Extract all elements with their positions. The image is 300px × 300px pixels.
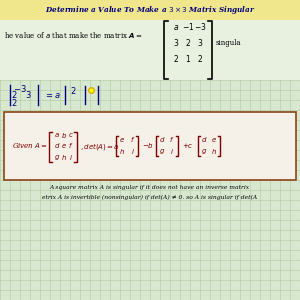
Text: $2$: $2$ xyxy=(197,53,203,64)
Text: $1$: $1$ xyxy=(185,53,191,64)
Bar xyxy=(0,0,300,20)
Text: $e$: $e$ xyxy=(211,136,217,144)
Text: $2$: $2$ xyxy=(70,85,76,95)
Text: $- b$: $- b$ xyxy=(142,142,154,151)
Text: $-3$: $-3$ xyxy=(13,82,27,94)
Text: singula: singula xyxy=(216,39,242,47)
Text: $g$: $g$ xyxy=(159,146,165,155)
Text: $2$: $2$ xyxy=(173,53,179,64)
Text: $, det(A) = a$: $, det(A) = a$ xyxy=(80,140,120,152)
Text: $+ c$: $+ c$ xyxy=(182,142,194,151)
FancyBboxPatch shape xyxy=(4,112,296,180)
Text: $d$: $d$ xyxy=(201,136,207,145)
Text: $e$: $e$ xyxy=(119,136,125,144)
Text: $h$: $h$ xyxy=(119,146,125,155)
Text: $-1$: $-1$ xyxy=(182,22,194,32)
Text: he value of $a$ that make the matrix $\boldsymbol{A} = $: he value of $a$ that make the matrix $\b… xyxy=(4,30,142,40)
Text: $i$: $i$ xyxy=(170,146,174,155)
Text: $f$: $f$ xyxy=(169,136,175,145)
Text: $b$: $b$ xyxy=(61,130,67,140)
Text: $i$: $i$ xyxy=(131,146,135,155)
Text: $g$: $g$ xyxy=(201,146,207,155)
Text: $3$: $3$ xyxy=(197,38,203,49)
Text: $3$: $3$ xyxy=(173,38,179,49)
Text: $2$: $2$ xyxy=(185,38,191,49)
Text: A square matrix A is singular if it does not have an inverse matrix: A square matrix A is singular if it does… xyxy=(50,185,250,190)
Text: $d$: $d$ xyxy=(54,142,60,151)
Text: $= a$: $= a$ xyxy=(44,91,61,100)
Text: $d$: $d$ xyxy=(159,136,165,145)
Text: $e$: $e$ xyxy=(61,142,67,150)
Text: $a$: $a$ xyxy=(173,22,179,32)
Text: $a$: $a$ xyxy=(54,131,60,139)
Text: $-3$: $-3$ xyxy=(194,22,206,32)
Text: $2$: $2$ xyxy=(11,89,17,100)
Text: $h$: $h$ xyxy=(211,146,217,155)
Bar xyxy=(0,20,300,80)
Text: $f$: $f$ xyxy=(130,136,136,145)
Text: Given $A = $: Given $A = $ xyxy=(12,142,48,151)
Text: $f$: $f$ xyxy=(68,142,74,151)
Text: $g$: $g$ xyxy=(54,152,60,161)
Text: $h$: $h$ xyxy=(61,152,67,161)
Text: $c$: $c$ xyxy=(68,131,74,139)
Text: $2$: $2$ xyxy=(11,98,17,109)
Text: etrix A is invertible (nonsingular) if det(A) ≠ 0. so A is singular if det(A: etrix A is invertible (nonsingular) if d… xyxy=(42,194,258,200)
Text: $3$: $3$ xyxy=(25,89,31,100)
Text: Determine a Value To Make a $3\times3$ Matrix Singular: Determine a Value To Make a $3\times3$ M… xyxy=(45,4,255,16)
Text: $i$: $i$ xyxy=(69,152,73,161)
